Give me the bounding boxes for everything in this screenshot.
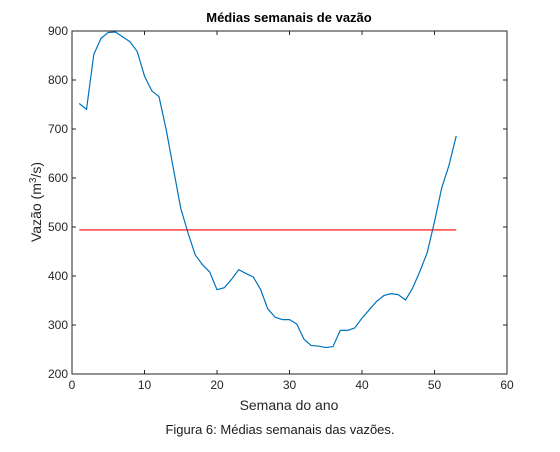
y-tick-label: 200 xyxy=(48,367,68,381)
y-tick-label: 600 xyxy=(48,171,68,185)
y-tick-label: 400 xyxy=(48,269,68,283)
x-tick-label: 0 xyxy=(69,378,76,392)
figure-caption: Figura 6: Médias semanais das vazões. xyxy=(165,422,395,437)
y-tick-label: 700 xyxy=(48,122,68,136)
y-axis-label-prefix: Vazão (m xyxy=(28,183,44,242)
ticks-layer: 0 10 20 30 40 50 60 200 300 400 500 600 700 800 900 xyxy=(48,24,514,392)
y-tick-label: 900 xyxy=(48,24,68,38)
x-tick-label: 20 xyxy=(210,378,224,392)
x-tick-label: 50 xyxy=(428,378,442,392)
y-axis-label: Vazão (m3/s) xyxy=(28,162,44,242)
y-axis-label-sup: 3 xyxy=(28,177,39,183)
series-line-weekly-flow xyxy=(78,31,457,349)
x-tick-label: 40 xyxy=(355,378,369,392)
chart-title: Médias semanais de vazão xyxy=(206,10,372,25)
x-tick-label: 10 xyxy=(138,378,152,392)
series-layer xyxy=(78,31,457,349)
y-tick-label: 500 xyxy=(48,220,68,234)
y-axis-label-suffix: /s) xyxy=(28,162,44,178)
x-tick-label: 60 xyxy=(500,378,514,392)
x-axis-label: Semana do ano xyxy=(240,397,339,413)
plot-area xyxy=(71,30,508,375)
y-tick-label: 800 xyxy=(48,73,68,87)
x-tick-label: 30 xyxy=(283,378,297,392)
y-tick-label: 300 xyxy=(48,318,68,332)
